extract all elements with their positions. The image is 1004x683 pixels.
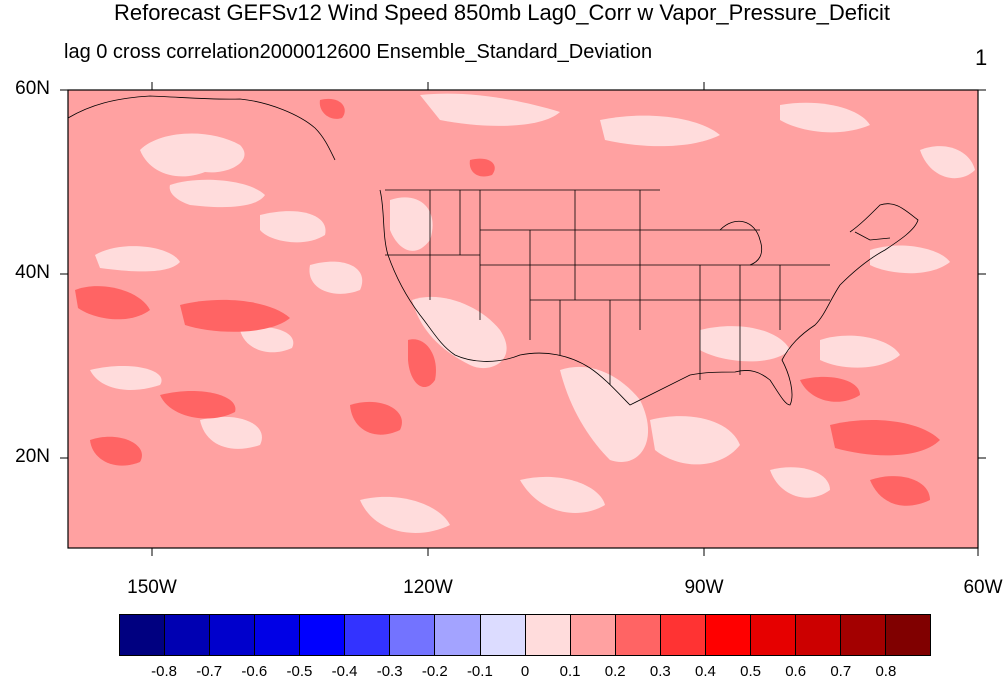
colorbar-box	[345, 615, 391, 655]
colorbar-label: -0.2	[421, 663, 448, 680]
lat-label-60n: 60N	[15, 78, 50, 99]
light-patches	[90, 93, 975, 533]
colorbar-label: 0.4	[695, 663, 716, 680]
colorbar-box	[795, 615, 841, 655]
colorbar-label: 0.5	[740, 663, 761, 680]
colorbar-box	[390, 615, 436, 655]
colorbar-box	[705, 615, 751, 655]
colorbar-label: -0.8	[151, 663, 178, 680]
axis-ticks	[60, 82, 986, 556]
colorbar-labels: -0.8 -0.7 -0.6 -0.5 -0.4 -0.3 -0.2 -0.1 0 0.1 0.2 0…	[0, 663, 1004, 683]
colorbar-label: -0.5	[286, 663, 313, 680]
colorbar-label: 0.1	[559, 663, 581, 680]
panel-label: 1	[975, 45, 988, 70]
colorbar-box	[210, 615, 256, 655]
figure-title: Reforecast GEFSv12 Wind Speed 850mb Lag0…	[113, 0, 891, 25]
colorbar-label: 0.2	[604, 663, 626, 680]
colorbar-box	[300, 615, 346, 655]
colorbar-box	[120, 615, 166, 655]
lon-label-60w: 60W	[963, 577, 1003, 598]
colorbar-box	[480, 615, 526, 655]
plot-frame	[67, 89, 979, 549]
colorbar-label: 0	[520, 663, 530, 680]
colorbar-box	[841, 615, 887, 655]
colorbar-label: -0.3	[376, 663, 403, 680]
colorbar-box	[660, 615, 706, 655]
colorbar-label: -0.1	[466, 663, 493, 680]
colorbar-label: 0.8	[875, 663, 897, 680]
figure-subtitle: lag 0 cross correlation2000012600 Ensemb…	[64, 41, 653, 63]
correlation-field	[68, 90, 978, 548]
colorbar-box	[615, 615, 661, 655]
colorbar-label: -0.6	[241, 663, 268, 680]
colorbar-label: -0.7	[196, 663, 223, 680]
lon-label-90w: 90W	[684, 577, 724, 598]
colorbar	[119, 614, 931, 656]
colorbar-label: -0.4	[331, 663, 358, 680]
mid-patches	[75, 98, 940, 506]
colorbar-label: 0.3	[649, 663, 671, 680]
colorbar-box	[255, 615, 301, 655]
colorbar-box	[570, 615, 616, 655]
lon-label-150w: 150W	[127, 577, 177, 598]
colorbar-label: 0.7	[830, 663, 852, 680]
colorbar-box	[435, 615, 481, 655]
colorbar-label: 0.6	[785, 663, 807, 680]
lat-label-20n: 20N	[15, 446, 50, 467]
colorbar-box	[165, 615, 211, 655]
lon-label-120w: 120W	[403, 577, 453, 598]
colorbar-box	[525, 615, 571, 655]
colorbar-box	[750, 615, 796, 655]
colorbar-box	[886, 615, 931, 655]
lat-label-40n: 40N	[15, 262, 50, 283]
coastlines	[68, 95, 919, 406]
